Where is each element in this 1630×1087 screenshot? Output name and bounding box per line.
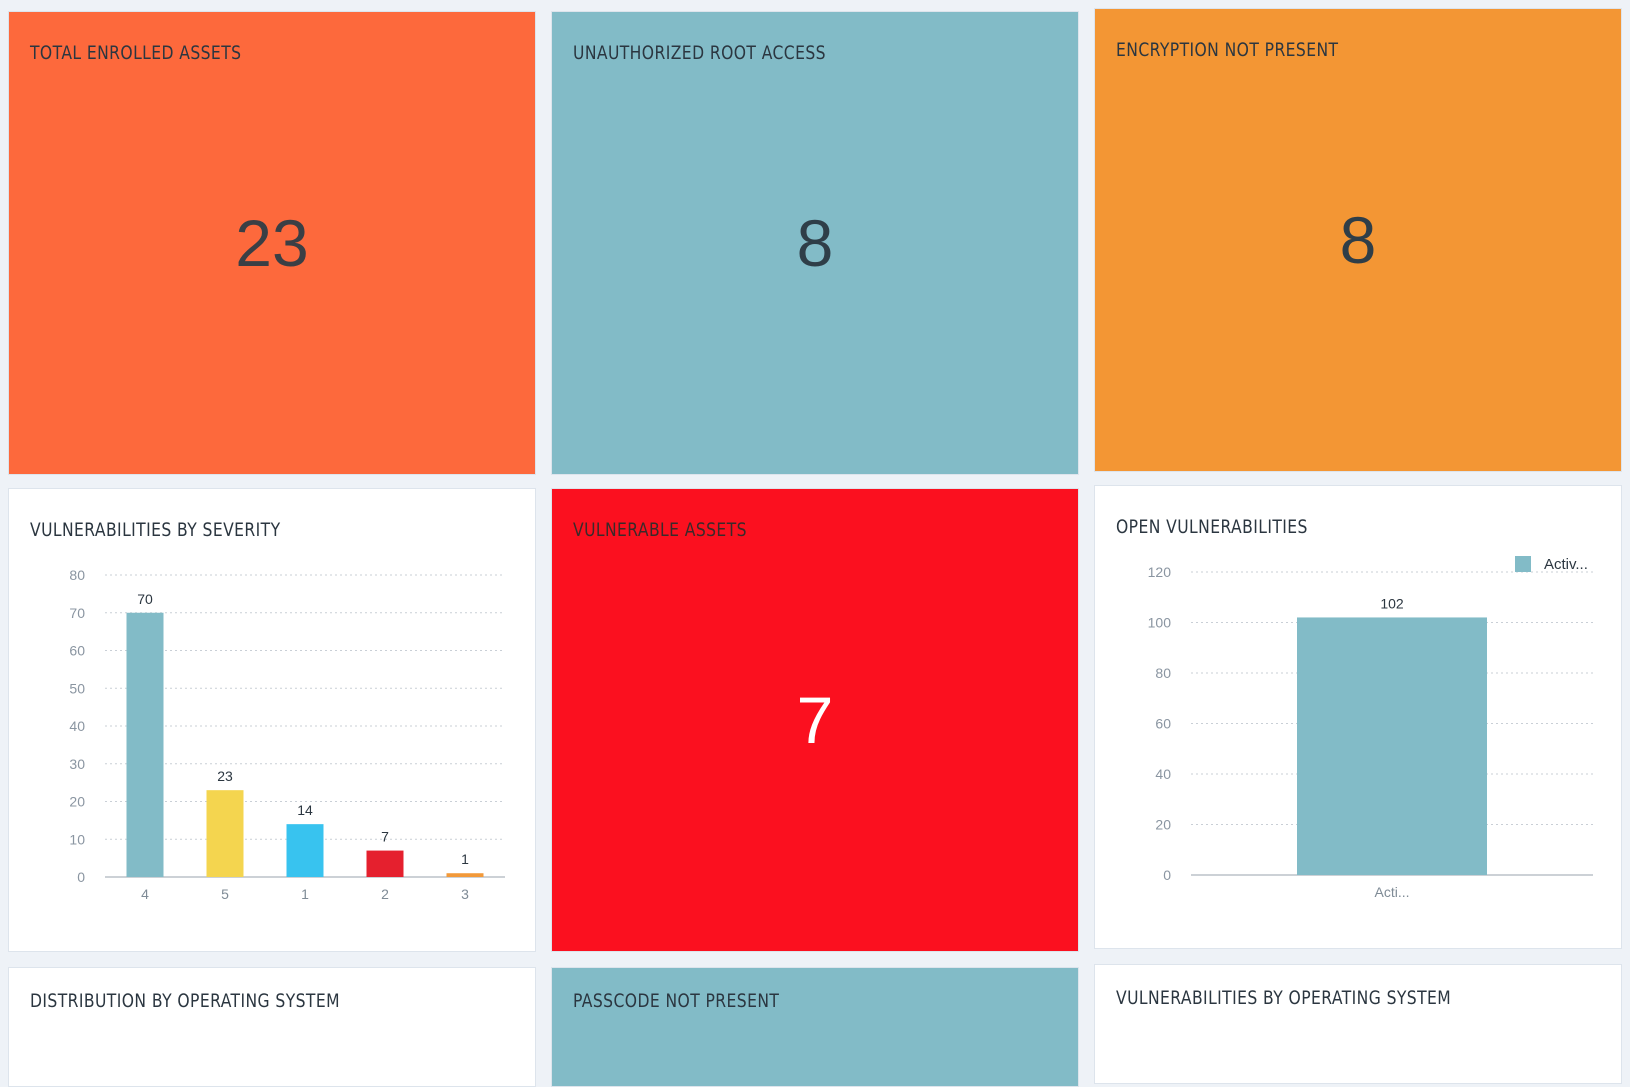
distribution-by-os-tile[interactable]: DISTRIBUTION BY OPERATING SYSTEM bbox=[8, 967, 536, 1087]
metric-value: 7 bbox=[796, 683, 834, 757]
passcode-not-present-tile[interactable]: PASSCODE NOT PRESENT bbox=[551, 967, 1079, 1087]
y-tick-label: 80 bbox=[69, 567, 85, 583]
y-tick-label: 60 bbox=[69, 643, 85, 659]
vulnerable-assets-tile[interactable]: VULNERABLE ASSETS 7 bbox=[551, 488, 1079, 952]
data-label: 1 bbox=[461, 851, 469, 867]
open-vulnerabilities-bar-chart: 0 20 40 60 80 100 120 102 Acti... Activ... bbox=[1148, 556, 1593, 900]
open-vulnerabilities-tile[interactable]: OPEN VULNERABILITIES 0 20 40 60 80 100 120 102 A… bbox=[1094, 485, 1622, 949]
data-label: 7 bbox=[381, 829, 389, 845]
unauthorized-root-access-tile[interactable]: UNAUTHORIZED ROOT ACCESS 8 bbox=[551, 11, 1079, 475]
tile-title: VULNERABLE ASSETS bbox=[573, 519, 747, 541]
y-tick-label: 80 bbox=[1155, 665, 1171, 681]
tile-title: DISTRIBUTION BY OPERATING SYSTEM bbox=[30, 990, 340, 1012]
y-tick-label: 50 bbox=[69, 680, 85, 696]
tile-title: VULNERABILITIES BY SEVERITY bbox=[30, 519, 281, 541]
x-tick-label: 3 bbox=[461, 886, 469, 902]
legend-swatch bbox=[1515, 556, 1531, 572]
legend-label: Activ... bbox=[1544, 556, 1588, 573]
data-label: 102 bbox=[1380, 595, 1404, 611]
data-label: 70 bbox=[137, 591, 153, 607]
tile-title: PASSCODE NOT PRESENT bbox=[573, 990, 780, 1012]
tile-title: OPEN VULNERABILITIES bbox=[1116, 516, 1308, 538]
vulnerabilities-by-severity-tile[interactable]: VULNERABILITIES BY SEVERITY 0 10 20 30 40 50 6… bbox=[8, 488, 536, 952]
y-tick-label: 120 bbox=[1148, 564, 1172, 580]
y-tick-label: 10 bbox=[69, 831, 85, 847]
x-tick-label: 5 bbox=[221, 886, 229, 902]
y-tick-label: 40 bbox=[1155, 766, 1171, 782]
data-label: 23 bbox=[217, 768, 233, 784]
bar bbox=[366, 850, 404, 877]
x-tick-label: 1 bbox=[301, 886, 309, 902]
y-tick-label: 0 bbox=[1163, 867, 1171, 883]
severity-bar-chart: 0 10 20 30 40 50 60 70 80 70 4 23 5 14 1 7 2 1 3 bbox=[69, 567, 505, 902]
metric-value: 23 bbox=[235, 206, 309, 280]
x-tick-label: Acti... bbox=[1374, 884, 1409, 900]
bar bbox=[1297, 617, 1487, 875]
y-tick-label: 30 bbox=[69, 756, 85, 772]
y-tick-label: 100 bbox=[1148, 615, 1172, 631]
data-label: 14 bbox=[297, 802, 313, 818]
encryption-not-present-tile[interactable]: ENCRYPTION NOT PRESENT 8 bbox=[1094, 8, 1622, 472]
bar bbox=[286, 824, 324, 877]
y-tick-label: 20 bbox=[1155, 817, 1171, 833]
total-enrolled-assets-tile[interactable]: TOTAL ENROLLED ASSETS 23 bbox=[8, 11, 536, 475]
tile-title: ENCRYPTION NOT PRESENT bbox=[1116, 39, 1339, 61]
x-tick-label: 2 bbox=[381, 886, 389, 902]
tile-title: VULNERABILITIES BY OPERATING SYSTEM bbox=[1116, 987, 1452, 1009]
y-tick-label: 60 bbox=[1155, 716, 1171, 732]
x-tick-label: 4 bbox=[141, 886, 149, 902]
bar bbox=[446, 873, 484, 877]
y-tick-label: 70 bbox=[69, 605, 85, 621]
bar bbox=[126, 612, 164, 877]
y-tick-label: 20 bbox=[69, 794, 85, 810]
vulnerabilities-by-os-tile[interactable]: VULNERABILITIES BY OPERATING SYSTEM bbox=[1094, 964, 1622, 1084]
metric-value: 8 bbox=[796, 206, 834, 280]
y-tick-label: 0 bbox=[77, 869, 85, 885]
y-tick-label: 40 bbox=[69, 718, 85, 734]
metric-value: 8 bbox=[1339, 203, 1377, 277]
bar bbox=[206, 790, 244, 877]
tile-title: TOTAL ENROLLED ASSETS bbox=[30, 42, 242, 64]
tile-title: UNAUTHORIZED ROOT ACCESS bbox=[573, 42, 826, 64]
